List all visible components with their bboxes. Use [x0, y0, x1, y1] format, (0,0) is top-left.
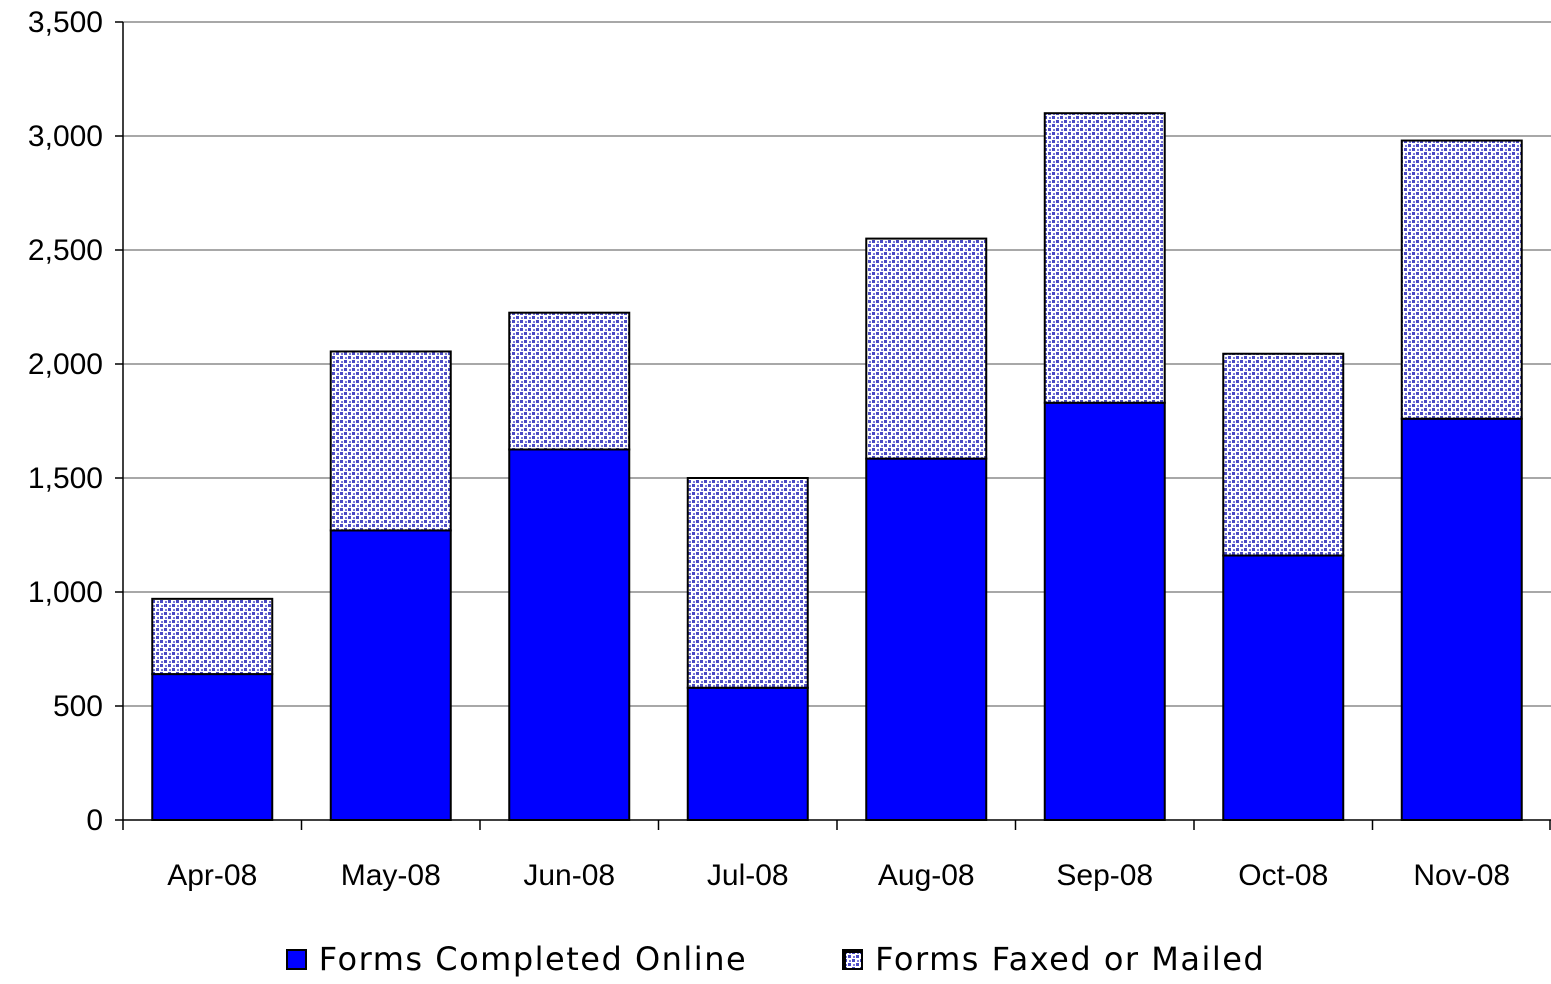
x-tick-label: Oct-08	[1238, 859, 1328, 892]
bars	[151, 112, 1523, 822]
y-tick-label: 500	[53, 690, 103, 723]
y-tick-label: 3,000	[28, 120, 103, 153]
bar-segment-online	[1043, 401, 1166, 821]
y-tick-label: 0	[86, 804, 103, 837]
x-tick-label: Jul-08	[707, 859, 789, 892]
bar-segment-online	[508, 448, 631, 821]
bar-segment-online	[329, 529, 452, 821]
stacked-bar-chart: 0 500 1,000 1,500 2,000 2,500 3,000 3,500 Apr-0…	[28, 6, 1551, 892]
bar-segment-faxed	[865, 237, 988, 460]
y-tick-label: 1,000	[28, 576, 103, 609]
x-tick-label: Jun-08	[523, 859, 615, 892]
y-tick-labels: 0 500 1,000 1,500 2,000 2,500 3,000 3,500	[28, 6, 103, 837]
x-tick-label: Sep-08	[1056, 859, 1153, 892]
bar-segment-faxed	[1043, 112, 1166, 404]
legend-item-faxed: Forms Faxed or Mailed	[842, 940, 1265, 978]
x-tick-labels: Apr-08 May-08 Jun-08 Jul-08 Aug-08 Sep-08 Oct-…	[167, 859, 1510, 892]
x-tick-label: Nov-08	[1413, 859, 1510, 892]
legend-item-online: Forms Completed Online	[285, 940, 748, 978]
legend-label-faxed: Forms Faxed or Mailed	[875, 940, 1266, 978]
bar-segment-faxed	[508, 311, 631, 451]
bar-segment-faxed	[151, 597, 274, 676]
legend-swatch-online	[285, 948, 307, 970]
x-tick-label: Apr-08	[167, 859, 257, 892]
bar-segment-online	[865, 457, 988, 821]
bar-segment-faxed	[1400, 139, 1523, 420]
bar-segment-online	[686, 686, 809, 822]
bar-segment-online	[1222, 554, 1345, 822]
axes	[122, 22, 1551, 830]
legend-label-online: Forms Completed Online	[318, 940, 748, 978]
bar-segment-faxed	[686, 477, 809, 689]
y-tick-label: 1,500	[28, 462, 103, 495]
y-tick-label: 2,000	[28, 348, 103, 381]
bar-segment-faxed	[329, 350, 452, 532]
x-tick-label: Aug-08	[878, 859, 975, 892]
bar-segment-online	[151, 673, 274, 822]
legend: Forms Completed Online Forms Faxed or Ma…	[0, 940, 1551, 978]
legend-swatch-faxed	[842, 948, 864, 970]
bar-segment-faxed	[1222, 352, 1345, 557]
y-tick-label: 3,500	[28, 6, 103, 39]
x-tick-label: May-08	[341, 859, 441, 892]
y-tick-label: 2,500	[28, 234, 103, 267]
bar-segment-online	[1400, 417, 1523, 821]
